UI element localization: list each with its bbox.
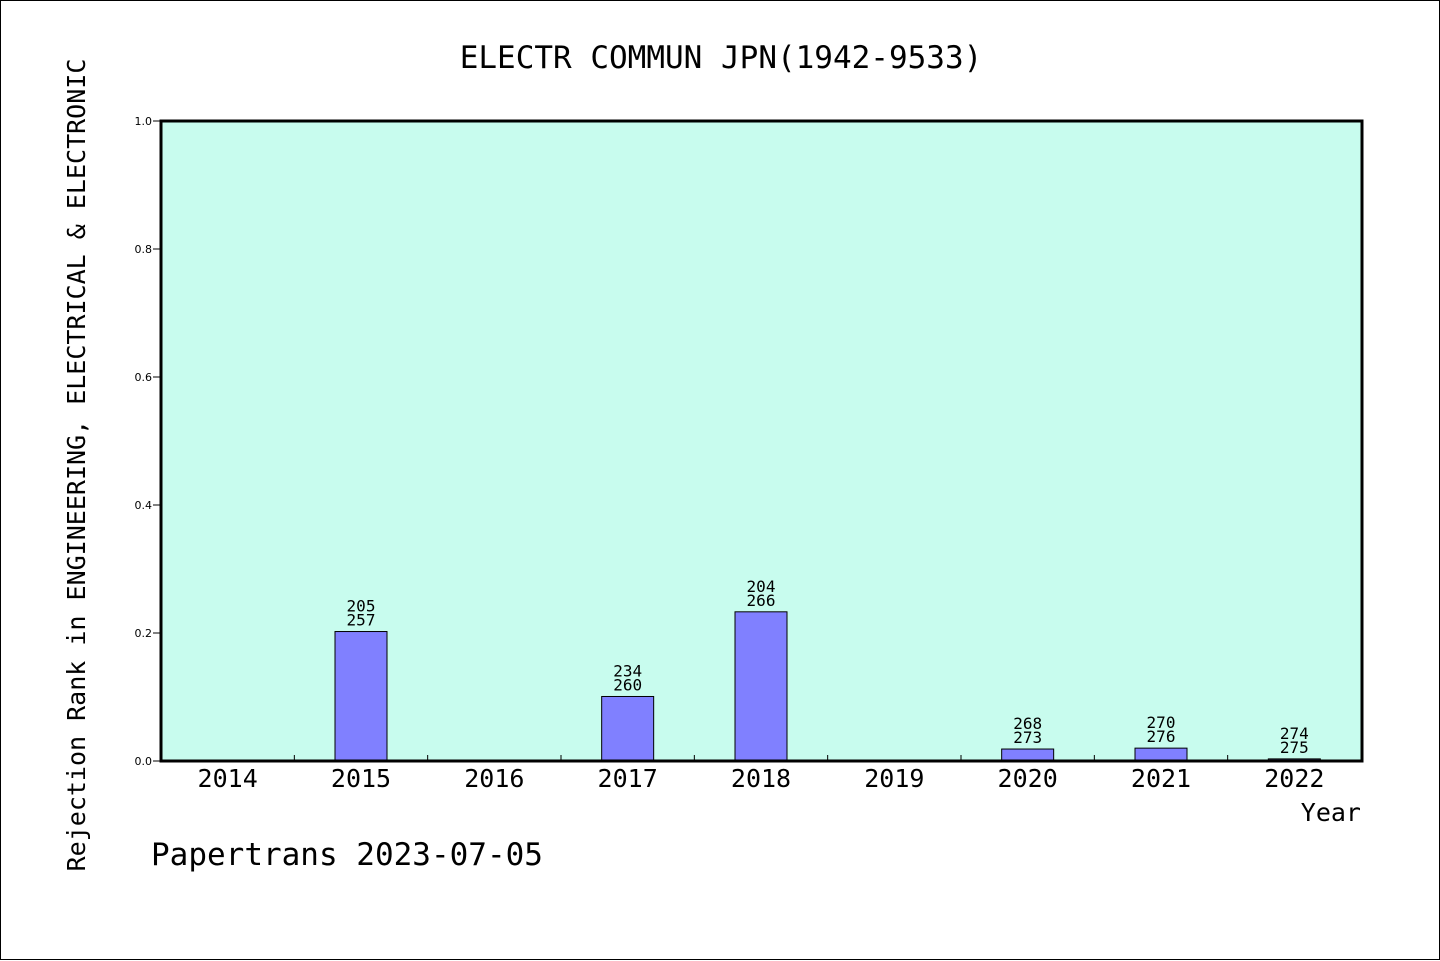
bar-2020 [1001, 748, 1055, 762]
y-tick-label: 1.0 [135, 115, 153, 128]
x-tick-label: 2017 [598, 764, 658, 793]
bar-2018 [734, 611, 788, 762]
y-tick-label: 0.4 [135, 499, 153, 512]
bar-label-bottom: 276 [1147, 727, 1176, 746]
bar-label-bottom: 266 [747, 591, 776, 610]
bar-label-bottom: 257 [347, 611, 376, 630]
bars [334, 611, 1321, 762]
bar-label-top: 270 [1147, 713, 1176, 732]
bar-label-top: 204 [747, 577, 776, 596]
y-axis-label: Rejection Rank in ENGINEERING, ELECTRICA… [62, 59, 91, 872]
bar-label-bottom: 275 [1280, 738, 1309, 757]
x-tick-label: 2019 [864, 764, 924, 793]
x-tick-label: 2020 [998, 764, 1058, 793]
bar-label-top: 268 [1013, 714, 1042, 733]
x-tick-label: 2016 [464, 764, 524, 793]
x-axis-labels: 2014 2015 2016 2017 2018 2019 2020 2021 2022 [198, 764, 1325, 793]
x-tick-label: 2014 [198, 764, 258, 793]
y-axis-ticks: 0.0 0.2 0.4 0.6 0.8 1.0 [135, 115, 161, 768]
y-tick-label: 0.6 [135, 371, 153, 384]
bar-label-bottom: 273 [1013, 728, 1042, 747]
bar-2021 [1134, 747, 1188, 762]
footer-credit: Papertrans 2023-07-05 [151, 837, 543, 873]
bar-2017 [601, 695, 655, 762]
x-tick-label: 2021 [1131, 764, 1191, 793]
bar-2015 [334, 631, 388, 762]
x-tick-label: 2022 [1264, 764, 1324, 793]
bar-label-top: 234 [613, 661, 642, 680]
plot-border [159, 119, 1364, 763]
chart-title: ELECTR COMMUN JPN(1942-9533) [460, 40, 983, 76]
x-axis-label: Year [1301, 798, 1361, 827]
y-tick-label: 0.8 [135, 243, 153, 256]
x-tick-label: 2018 [731, 764, 791, 793]
bar-label-top: 274 [1280, 724, 1309, 743]
x-tick-label: 2015 [331, 764, 391, 793]
bar-label-bottom: 260 [613, 675, 642, 694]
bar-label-top: 205 [347, 597, 376, 616]
y-tick-label: 0.0 [135, 755, 153, 768]
y-tick-label: 0.2 [135, 627, 153, 640]
